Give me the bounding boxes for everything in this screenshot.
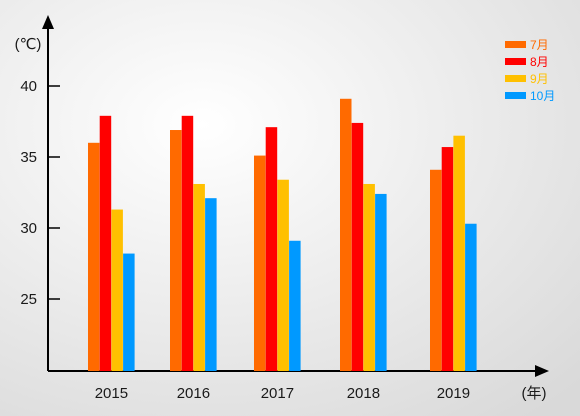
y-tick-label: 40 <box>20 78 37 95</box>
bar-2019-3 <box>453 135 465 371</box>
bar-2015-2 <box>99 115 112 371</box>
bar-2018-4 <box>375 193 387 371</box>
legend: 7月 8月 9月 10月 <box>505 38 555 103</box>
legend-label: 9月 <box>530 72 549 86</box>
x-tick-label: 2017 <box>261 385 294 402</box>
y-tick-label: 30 <box>20 220 37 237</box>
bar-2017-1 <box>254 155 266 371</box>
legend-label: 8月 <box>530 55 549 69</box>
bar-2019-2 <box>441 147 454 371</box>
x-tick-labels: 2015 2016 2017 2018 2019 <box>95 385 470 402</box>
y-ticks: 25 30 35 40 <box>20 78 60 308</box>
bar-2015-1 <box>88 142 100 371</box>
legend-label: 10月 <box>530 89 555 103</box>
bar-2017-2 <box>265 127 278 372</box>
bar-2016-1 <box>170 130 182 371</box>
y-axis-arrow-icon <box>42 15 54 29</box>
x-axis-arrow-icon <box>535 365 549 377</box>
y-tick-label: 35 <box>20 149 37 166</box>
bar-2015-4 <box>123 253 135 371</box>
bar-2019-1 <box>430 169 442 371</box>
x-tick-label: 2019 <box>437 385 470 402</box>
legend-swatch <box>505 92 526 99</box>
bars <box>88 98 477 372</box>
bar-2015-3 <box>111 209 123 371</box>
x-tick-label: 2016 <box>177 385 210 402</box>
x-axis-unit: (年) <box>522 385 547 402</box>
legend-swatch <box>505 58 526 65</box>
x-tick-label: 2018 <box>347 385 380 402</box>
bar-2018-1 <box>340 98 352 371</box>
bar-2017-4 <box>289 240 301 371</box>
bar-2018-2 <box>351 122 364 371</box>
bar-2019-4 <box>465 223 477 371</box>
bar-2016-4 <box>205 198 217 371</box>
legend-swatch <box>505 41 526 48</box>
bar-2016-2 <box>181 115 194 371</box>
x-tick-label: 2015 <box>95 385 128 402</box>
bar-2018-3 <box>363 183 375 371</box>
bar-2017-3 <box>277 179 289 371</box>
y-axis-unit: (℃) <box>15 36 42 53</box>
legend-swatch <box>505 75 526 82</box>
y-tick-label: 25 <box>20 291 37 308</box>
bar-2016-3 <box>193 183 205 371</box>
legend-label: 7月 <box>530 38 549 52</box>
